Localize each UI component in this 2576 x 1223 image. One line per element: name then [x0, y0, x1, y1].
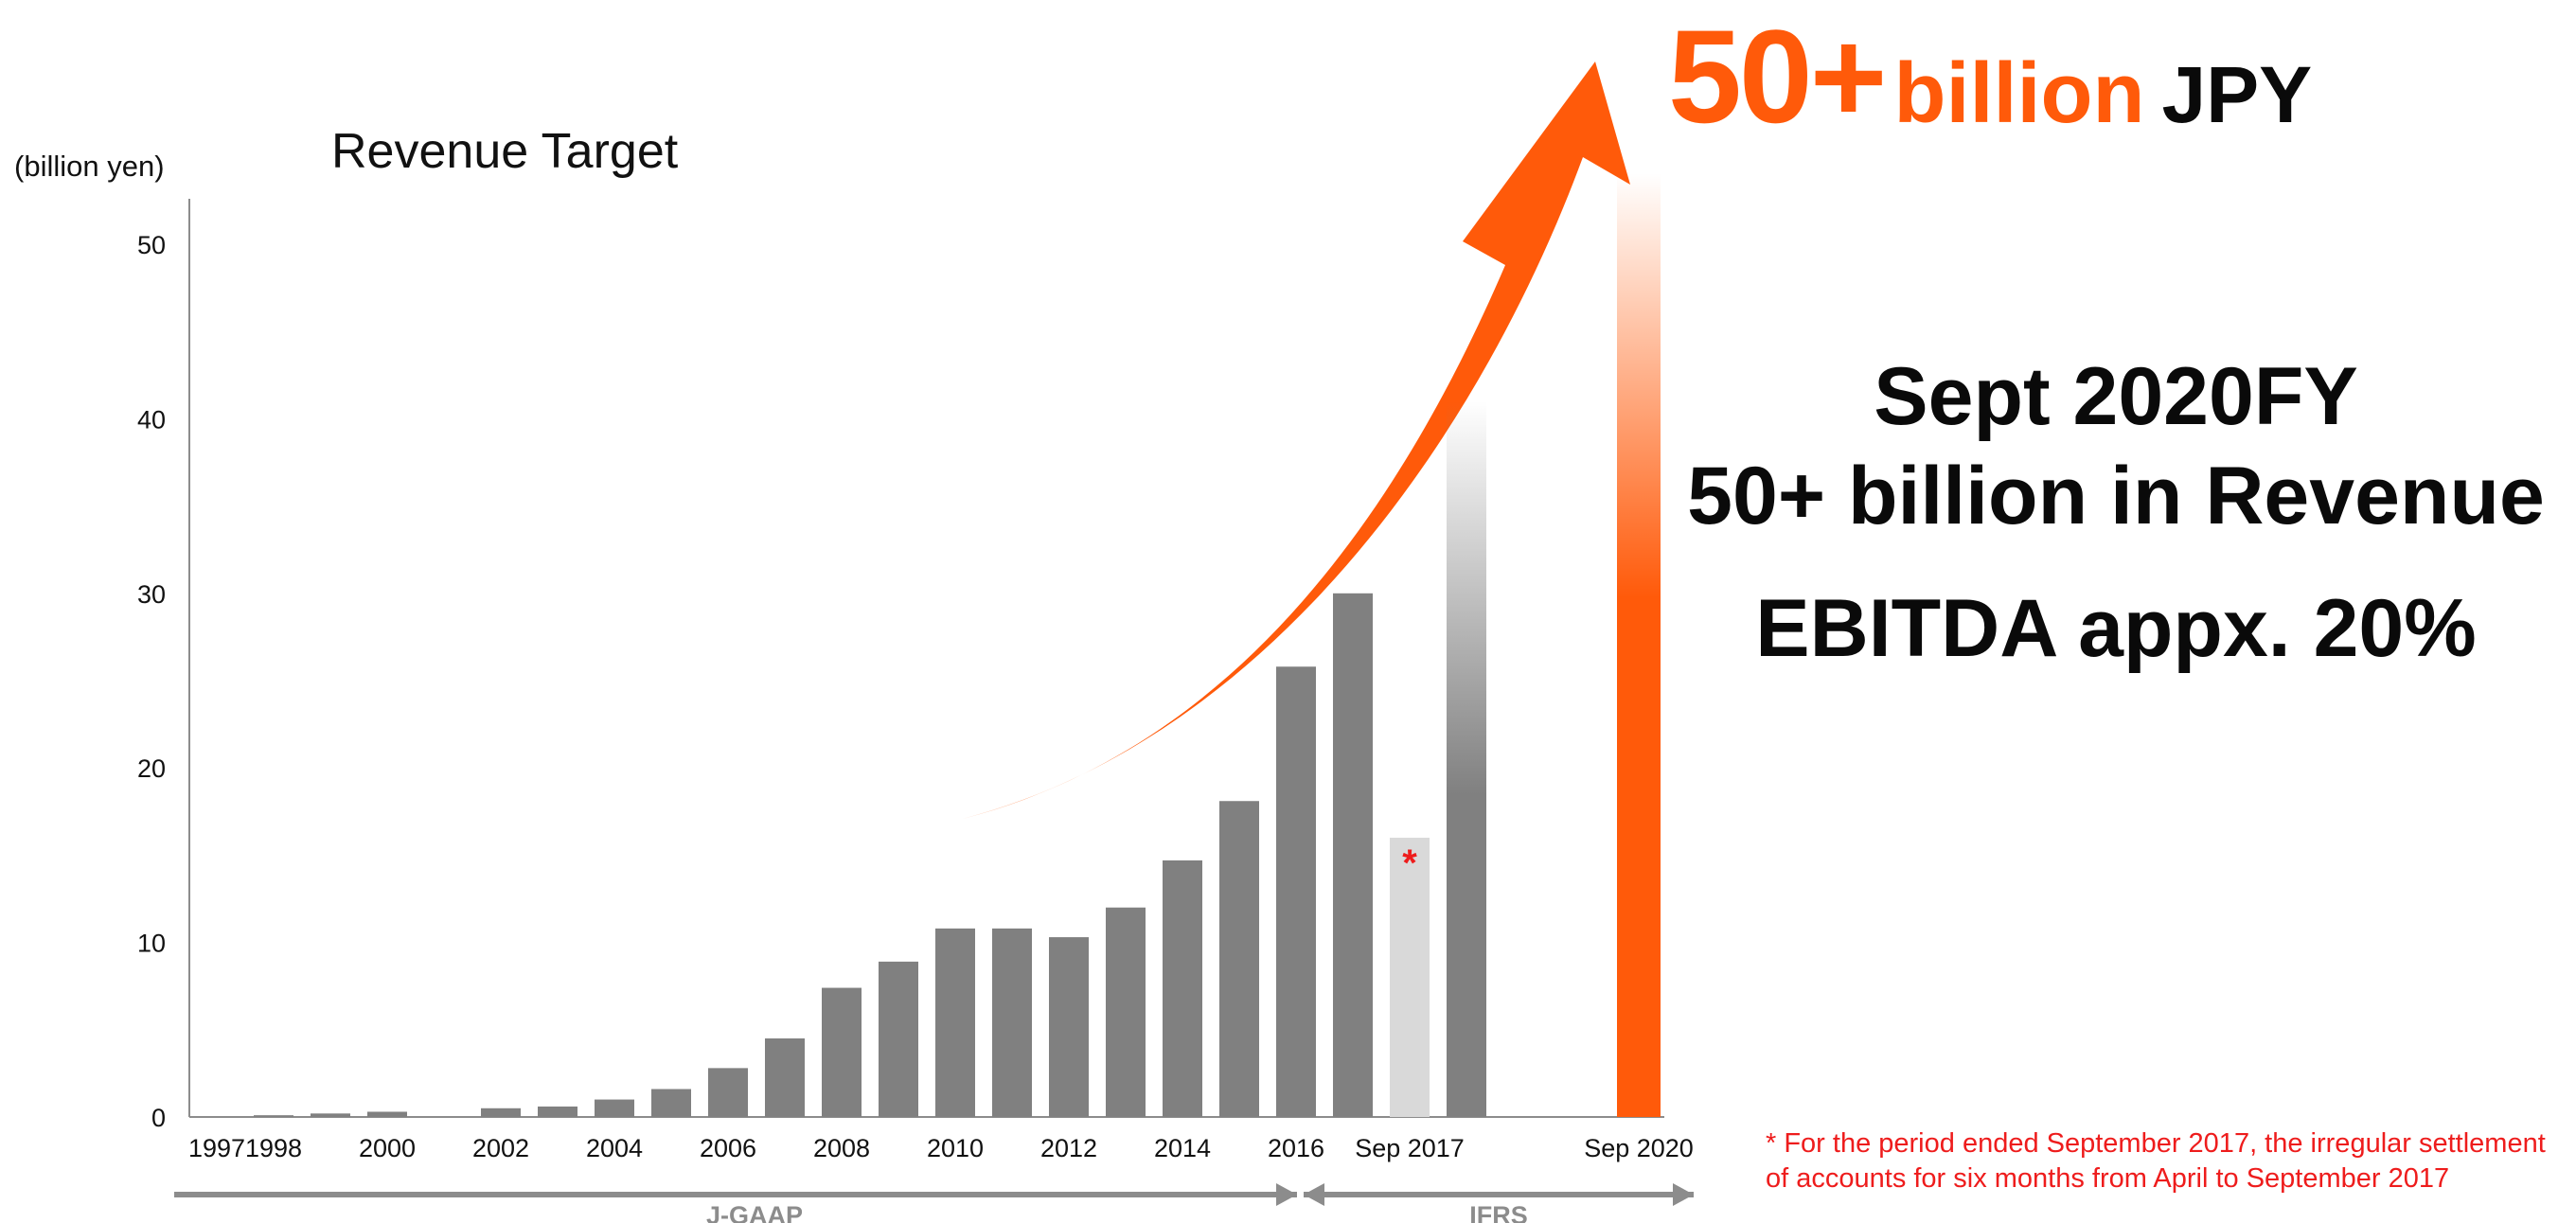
- bar-1999: [311, 1113, 350, 1117]
- bar-2012: [1049, 937, 1089, 1117]
- target-fiscal-year: Sept 2020FY: [1874, 351, 2358, 442]
- y-tick-label: 10: [137, 930, 166, 958]
- growth-arrow: [951, 62, 1630, 822]
- asterisk-annotation: *: [1402, 842, 1417, 884]
- x-tick-label: 2004: [586, 1134, 643, 1162]
- x-tick-label: 2016: [1268, 1134, 1324, 1162]
- bar-1998: [254, 1115, 293, 1117]
- x-tick-label: 2008: [813, 1134, 870, 1162]
- y-tick-label: 50: [137, 231, 166, 259]
- bar-2007: [765, 1038, 805, 1117]
- target-revenue: 50+ billion in Revenue: [1687, 451, 2545, 541]
- period-label-j-gaap: J-GAAP: [706, 1201, 803, 1223]
- bar-2009: [879, 961, 918, 1117]
- period-arrowhead: [1304, 1183, 1324, 1206]
- bar-sep-2020: [1617, 173, 1661, 1117]
- bar-2016: [1276, 666, 1316, 1117]
- bar-2014: [1163, 860, 1202, 1117]
- bar-2004: [595, 1099, 634, 1117]
- y-tick-label: 30: [137, 580, 166, 609]
- bar-2002: [481, 1108, 521, 1117]
- bar-2011: [992, 928, 1032, 1117]
- bar-2008: [822, 987, 862, 1117]
- headline-target: 50+ billion JPY: [1668, 0, 2312, 153]
- bar-2000: [367, 1111, 407, 1117]
- bar-sep-2018-forecast-: [1447, 400, 1486, 1118]
- x-tick-label: 2012: [1040, 1134, 1097, 1162]
- period-arrowhead: [1673, 1183, 1694, 1206]
- period-arrowhead: [1276, 1183, 1297, 1206]
- y-tick-label: 0: [151, 1104, 166, 1132]
- bar-2006: [708, 1068, 748, 1117]
- bar-2013: [1106, 907, 1146, 1117]
- x-tick-label: 1997: [188, 1134, 245, 1162]
- target-ebitda: EBITDA appx. 20%: [1755, 583, 2477, 674]
- footnote-line-2: of accounts for six months from April to…: [1766, 1163, 2450, 1194]
- x-tick-label: 2010: [927, 1134, 984, 1162]
- x-tick-label: Sep 2017: [1355, 1134, 1465, 1162]
- x-tick-label: 2002: [472, 1134, 529, 1162]
- x-tick-label: Sep 2020: [1584, 1134, 1694, 1162]
- y-tick-label: 40: [137, 405, 166, 434]
- bar-2010: [935, 928, 975, 1117]
- x-tick-label: 2006: [700, 1134, 756, 1162]
- headline-number: 50+: [1668, 2, 1887, 151]
- chart-title: Revenue Target: [331, 124, 679, 179]
- headline-currency: JPY: [2161, 50, 2313, 139]
- x-tick-label: 1998: [245, 1134, 302, 1162]
- bar-2015: [1219, 801, 1259, 1117]
- footnote-line-1: * For the period ended September 2017, t…: [1766, 1128, 2546, 1159]
- period-label-ifrs: IFRS: [1469, 1201, 1528, 1223]
- x-tick-label: 2000: [359, 1134, 416, 1162]
- headline-unit: billion: [1893, 46, 2145, 141]
- bar-2003: [538, 1106, 577, 1117]
- bar-2005: [651, 1089, 691, 1117]
- bar-2017: [1333, 593, 1373, 1117]
- bar-sep-2017: [1390, 837, 1430, 1117]
- y-tick-label: 20: [137, 754, 166, 783]
- y-axis-unit-label: (billion yen): [14, 150, 165, 183]
- footnote: * For the period ended September 2017, t…: [1766, 1126, 2570, 1196]
- x-tick-label: 2014: [1154, 1134, 1211, 1162]
